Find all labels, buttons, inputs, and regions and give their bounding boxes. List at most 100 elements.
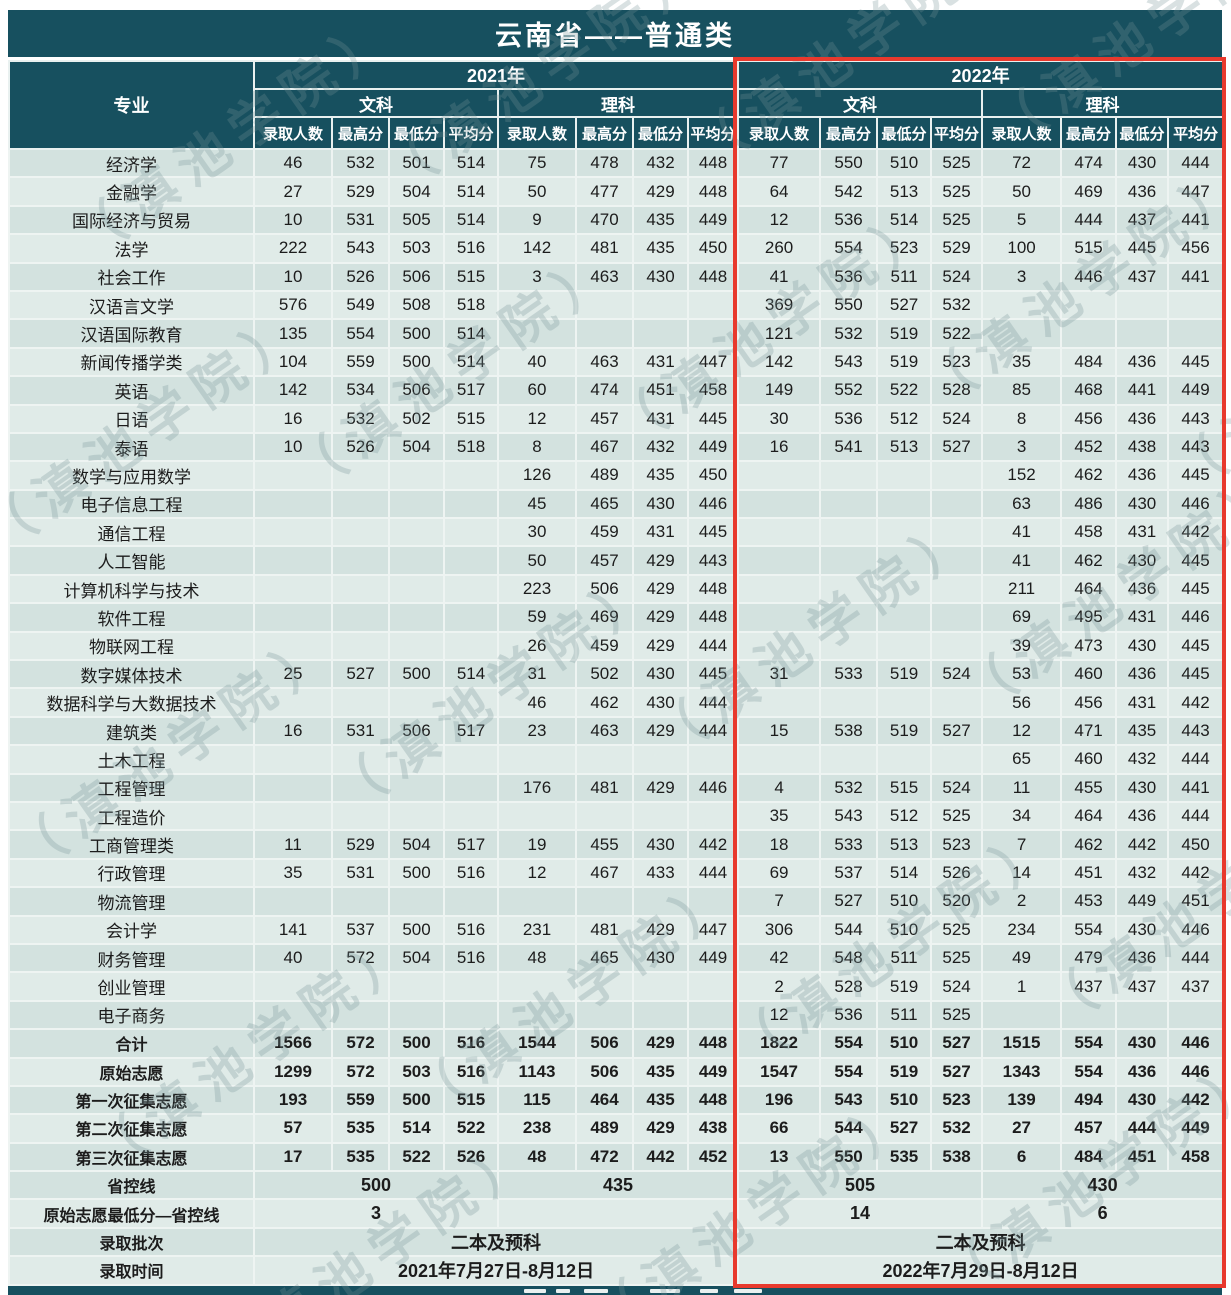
value-cell (1115, 289, 1170, 321)
major-name: 土木工程 (8, 744, 255, 775)
table-row: 汉语言文学 576 549 508 518 369 550 527 532 (8, 289, 1225, 321)
value-cell: 448 (686, 147, 740, 179)
value-cell (388, 488, 445, 520)
value-cell (819, 687, 879, 718)
value-cell: 8 (981, 403, 1063, 434)
value-cell: 463 (575, 261, 634, 292)
value-cell: 469 (575, 602, 634, 633)
value-cell: 430 (1115, 1028, 1170, 1059)
value-cell: 444 (1115, 1113, 1170, 1144)
value-cell: 447 (1167, 176, 1225, 207)
value-cell: 443 (1167, 715, 1225, 747)
value-cell: 524 (930, 261, 984, 292)
value-cell: 14 (981, 857, 1063, 889)
year-header-2021: 2021年 (252, 60, 740, 90)
value-cell: 514 (388, 1113, 445, 1144)
value-cell: 502 (575, 659, 634, 690)
value-cell (497, 800, 577, 832)
table-row: 工程管理 176 481 429 446 4 532 515 524 11 455 430 441 (8, 772, 1225, 803)
value-cell (930, 744, 984, 775)
value-cell: 550 (819, 147, 879, 179)
value-cell (686, 744, 740, 775)
value-cell: 49 (981, 942, 1063, 974)
value-cell: 19 (497, 829, 577, 860)
table-row: 社会工作 10 526 506 515 3 463 430 448 41 536 511 524 3 446… (8, 261, 1225, 292)
value-cell: 541 (819, 431, 879, 463)
value-cell: 506 (388, 375, 445, 406)
major-name: 日语 (8, 403, 255, 434)
value-cell: 7 (981, 829, 1063, 860)
value-cell (632, 971, 689, 1002)
major-name: 人工智能 (8, 545, 255, 576)
value-cell: 437 (1115, 204, 1170, 236)
table-row: 第一次征集志愿 193 559 500 515 115 464 435 448 196 543 510… (8, 1084, 1225, 1116)
value-cell: 135 (253, 318, 333, 349)
value-cell: 527 (930, 431, 984, 463)
value-cell: 435 (632, 460, 689, 491)
value-cell: 523 (930, 829, 984, 860)
value-cell (1115, 999, 1170, 1031)
value-cell: 449 (686, 431, 740, 463)
value-cell: 445 (1167, 346, 1225, 378)
value-cell (443, 517, 499, 548)
value-cell: 514 (443, 204, 499, 236)
value-cell: 513 (876, 431, 933, 463)
major-name: 法学 (8, 233, 255, 264)
metric-header: 平均分 (930, 116, 984, 150)
value-cell (388, 460, 445, 491)
value-cell: 430 (1115, 914, 1170, 945)
table-row: 行政管理 35 531 500 516 12 467 433 444 69 537 514 526 14 4… (8, 857, 1225, 889)
value-cell: 514 (876, 857, 933, 889)
metric-header: 录取人数 (253, 116, 333, 150)
table-row: 电子商务 12 536 511 525 (8, 999, 1225, 1031)
value-cell: 48 (497, 1141, 577, 1173)
value-cell: 500 (388, 1084, 445, 1116)
value-cell: 430 (1115, 630, 1170, 662)
page-title: 云南省——普通类 (8, 10, 1222, 57)
value-cell: 522 (930, 318, 984, 349)
value-cell (443, 573, 499, 605)
value-cell: 126 (497, 460, 577, 491)
value-cell: 430 (632, 488, 689, 520)
value-cell: 446 (1167, 488, 1225, 520)
value-cell: 450 (686, 233, 740, 264)
table-row: 金融学 27 529 504 514 50 477 429 448 64 542 513 525 50 46… (8, 176, 1225, 207)
value-cell: 453 (1060, 886, 1118, 917)
value-cell: 442 (686, 829, 740, 860)
value-cell: 431 (1115, 602, 1170, 633)
table-row: 数字媒体技术 25 527 500 514 31 502 430 445 31 533 519 524 5… (8, 659, 1225, 690)
value-cell: 435 (632, 233, 689, 264)
merged-value-cell: 2022年7月29日-8月12日 (737, 1255, 1225, 1286)
value-cell: 528 (930, 375, 984, 406)
value-cell (443, 488, 499, 520)
value-cell: 519 (876, 318, 933, 349)
value-cell: 576 (253, 289, 333, 321)
value-cell: 549 (331, 289, 390, 321)
table-row: 财务管理 40 572 504 516 48 465 430 449 42 548 511 525 49 4… (8, 942, 1225, 974)
value-cell (819, 460, 879, 491)
value-cell: 449 (686, 204, 740, 236)
value-cell: 503 (388, 233, 445, 264)
value-cell: 500 (388, 1028, 445, 1059)
value-cell: 500 (388, 318, 445, 349)
value-cell: 23 (497, 715, 577, 747)
value-cell: 528 (819, 971, 879, 1002)
value-cell: 429 (632, 630, 689, 662)
value-cell: 142 (253, 375, 333, 406)
value-cell: 431 (632, 346, 689, 378)
value-cell: 41 (981, 545, 1063, 576)
value-cell: 531 (331, 715, 390, 747)
value-cell: 517 (443, 829, 499, 860)
value-cell (253, 545, 333, 576)
value-cell (1060, 999, 1118, 1031)
value-cell (253, 772, 333, 803)
value-cell: 504 (388, 942, 445, 974)
value-cell: 462 (575, 687, 634, 718)
value-cell: 554 (1060, 1056, 1118, 1087)
value-cell: 535 (331, 1113, 390, 1144)
value-cell: 513 (876, 829, 933, 860)
value-cell: 504 (388, 829, 445, 860)
value-cell (575, 971, 634, 1002)
value-cell: 444 (686, 687, 740, 718)
major-name: 会计学 (8, 914, 255, 945)
